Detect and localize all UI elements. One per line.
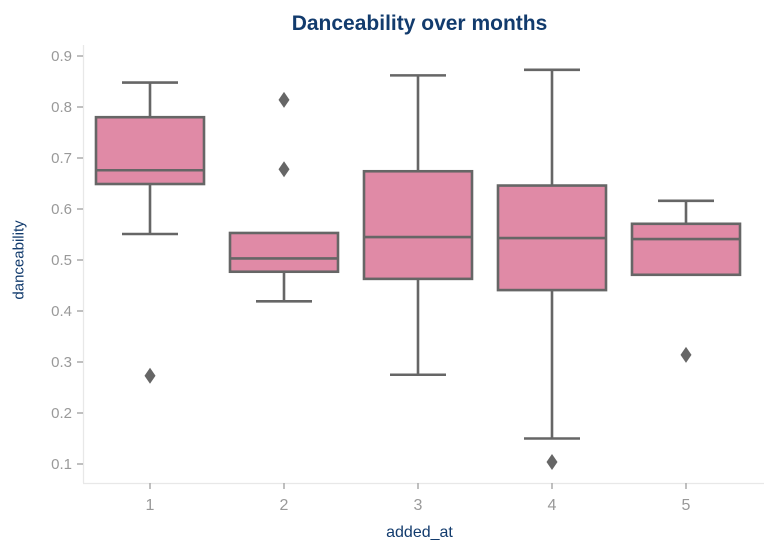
x-tick-label-4: 4 (548, 497, 557, 514)
y-tick-label-0.7: 0.7 (51, 150, 72, 167)
y-tick-label-0.4: 0.4 (51, 303, 72, 320)
y-tick-label-0.2: 0.2 (51, 405, 72, 422)
iqr-box (228, 231, 340, 274)
chart-title: Danceability over months (291, 12, 548, 35)
box-month-3 (362, 74, 474, 377)
outlier-point (546, 453, 558, 470)
outlier-point (278, 91, 290, 108)
iqr-box (630, 222, 742, 277)
y-tick-label-0.1: 0.1 (51, 456, 72, 473)
x-tick-label-1: 1 (146, 497, 155, 514)
y-tick-label-0.5: 0.5 (51, 252, 72, 269)
x-axis-label: added_at (386, 524, 453, 541)
y-tick-label-0.8: 0.8 (51, 99, 72, 116)
box-month-2 (228, 91, 340, 303)
iqr-box (94, 115, 206, 186)
outlier-point (278, 161, 290, 178)
y-tick-label-0.6: 0.6 (51, 201, 72, 218)
box-month-1 (94, 81, 206, 384)
x-tick-label-5: 5 (682, 497, 691, 514)
box-month-4 (496, 68, 608, 470)
x-tick-label-2: 2 (280, 497, 289, 514)
box-month-5 (630, 199, 742, 363)
outlier-point (680, 346, 692, 363)
iqr-box (362, 169, 474, 281)
x-tick-label-3: 3 (414, 497, 423, 514)
outlier-point (144, 367, 156, 384)
y-tick-label-0.3: 0.3 (51, 354, 72, 371)
y-tick-label-0.9: 0.9 (51, 48, 72, 65)
